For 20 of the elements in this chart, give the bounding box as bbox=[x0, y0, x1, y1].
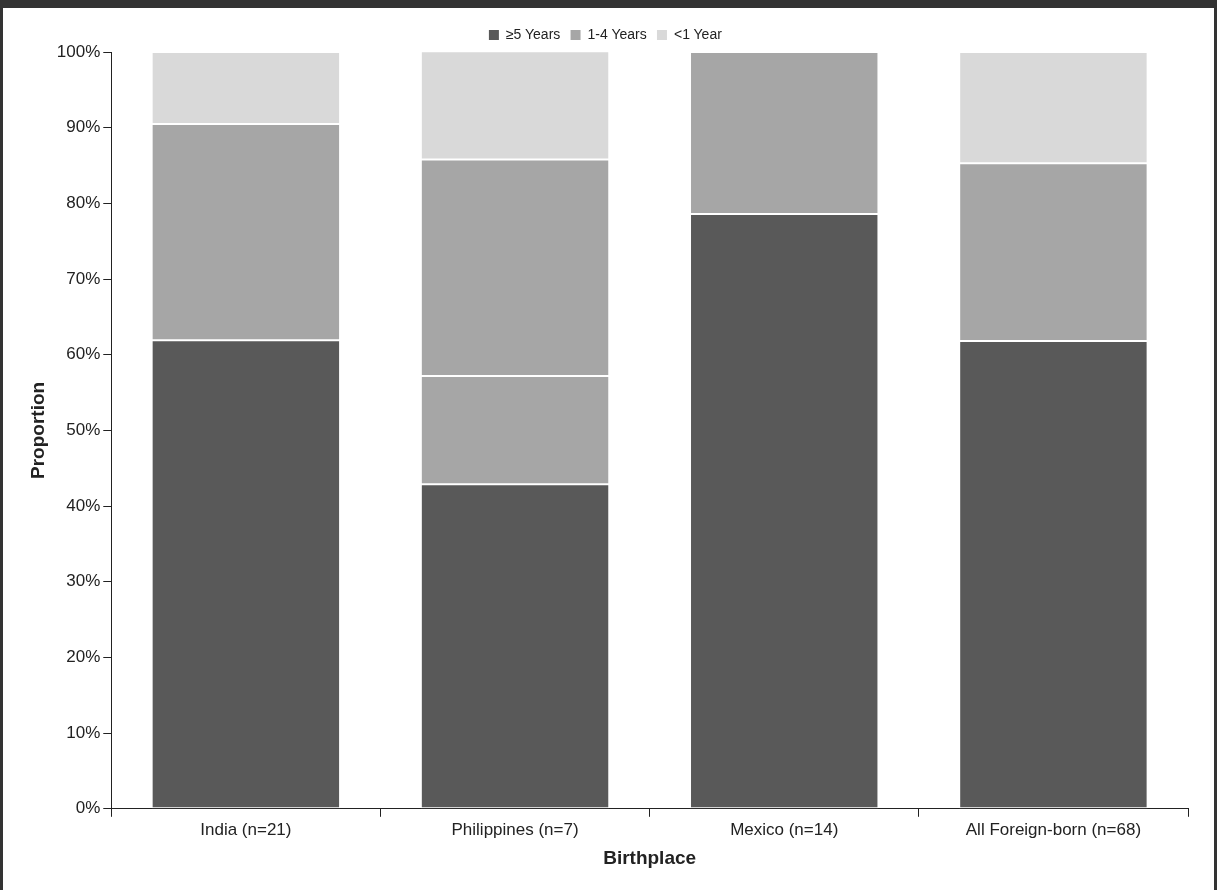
y-tick-label: 60% bbox=[66, 344, 101, 364]
legend-label: <1 Year bbox=[673, 25, 723, 42]
x-tick-label: All Foreign-born (n=68) bbox=[965, 819, 1142, 839]
y-tick-label: 50% bbox=[66, 420, 101, 440]
y-tick-label: 30% bbox=[66, 571, 101, 591]
y-tick-label: 0% bbox=[75, 798, 101, 818]
y-tick-label: 100% bbox=[56, 41, 101, 61]
y-tick-label: 70% bbox=[66, 268, 101, 288]
legend-label: 1-4 Years bbox=[587, 25, 647, 42]
y-tick-label: 40% bbox=[66, 495, 101, 515]
x-tick-label: Philippines (n=7) bbox=[451, 819, 579, 839]
y-axis-title: Proportion bbox=[26, 381, 48, 479]
x-tick-label: India (n=21) bbox=[200, 819, 292, 839]
x-tick-label: Mexico (n=14) bbox=[730, 819, 839, 839]
legend-label: ≥5 Years bbox=[505, 25, 561, 42]
y-tick-label: 10% bbox=[66, 722, 101, 742]
y-tick-label: 90% bbox=[66, 117, 101, 137]
y-tick-label: 80% bbox=[66, 193, 101, 213]
x-axis-title: Birthplace bbox=[603, 846, 697, 868]
y-tick-label: 20% bbox=[66, 647, 101, 667]
